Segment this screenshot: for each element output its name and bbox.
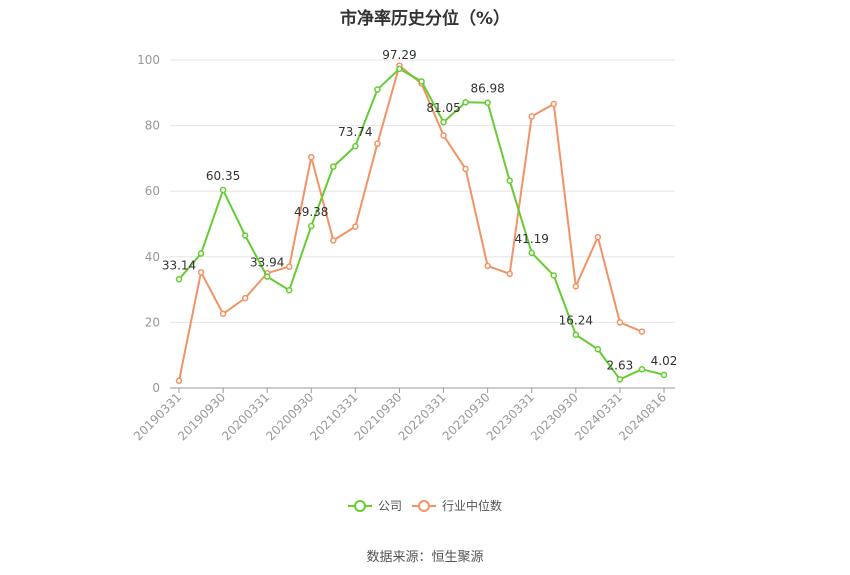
data-label: 16.24 [559,314,593,328]
data-point [506,270,513,278]
data-point [285,287,293,294]
data-point [506,177,513,184]
data-point [594,346,602,353]
data-point [175,276,183,283]
x-axis: 2019033120190930202003312020093020210331… [131,387,675,443]
data-point [616,319,624,326]
data-label: 2.63 [607,358,634,372]
data-point [572,331,580,338]
data-label: 41.19 [515,232,549,246]
data-point [440,118,447,126]
data-label: 49.38 [294,205,328,219]
data-point [440,132,447,139]
data-point [638,328,646,335]
data-point [197,250,205,257]
data-point [418,78,425,85]
data-point [462,99,469,106]
series-line-industry [178,63,643,381]
data-point [374,86,381,93]
data-point [285,263,293,270]
data-label: 97.29 [382,48,416,62]
y-tick-label: 0 [152,381,160,395]
data-point [197,268,205,276]
data-point [308,153,315,161]
data-point [241,232,249,239]
data-point [528,113,535,120]
y-tick-label: 60 [145,184,160,198]
legend-label: 公司 [378,499,402,513]
y-tick-label: 80 [145,119,160,133]
data-point [550,100,558,108]
data-labels: 33.14 60.35 33.94 49.38 73.74 97.29 81.05 86.98… [162,48,678,372]
data-point [572,283,580,290]
legend-label: 行业中位数 [442,498,502,513]
data-point [638,366,646,373]
data-point [308,222,315,230]
data-point [462,165,469,173]
data-label: 73.74 [338,125,372,139]
data-point [219,310,227,318]
data-point [484,262,491,270]
series-line-company [178,67,665,381]
y-axis-ticks: 0 20 40 60 80 100 [137,53,160,395]
data-point [330,163,337,170]
data-label: 81.05 [426,101,460,115]
data-label: 33.94 [250,256,284,270]
y-tick-label: 100 [137,53,160,67]
data-label: 33.14 [162,258,196,272]
data-point [352,223,359,230]
data-point [263,273,271,280]
data-point [241,294,249,302]
data-source-note: 数据来源：恒生聚源 [366,550,484,565]
legend-marker [418,500,430,512]
legend-marker [354,500,366,512]
data-point [175,377,183,385]
series-lines [175,62,668,385]
data-label: 86.98 [470,82,504,96]
data-label: 60.35 [206,169,240,183]
data-point [616,376,624,383]
data-point [484,99,491,106]
data-point [352,142,359,150]
gridlines [170,59,675,323]
chart-title: 市净率历史分位（%） [339,9,511,29]
data-point [330,237,337,244]
legend-item-company[interactable]: 公司 [348,499,402,513]
data-label: 4.02 [651,354,678,368]
data-point [528,249,535,257]
data-point [374,140,381,147]
legend[interactable]: 公司 行业中位数 [348,498,502,513]
data-point [594,233,602,241]
data-point [660,371,668,379]
x-tick-label: 20240816 [616,390,669,443]
data-point [550,272,558,279]
data-point [219,186,227,194]
legend-item-industry[interactable]: 行业中位数 [412,498,502,513]
y-tick-label: 40 [145,250,160,264]
y-tick-label: 20 [145,315,160,329]
data-point [396,65,403,73]
